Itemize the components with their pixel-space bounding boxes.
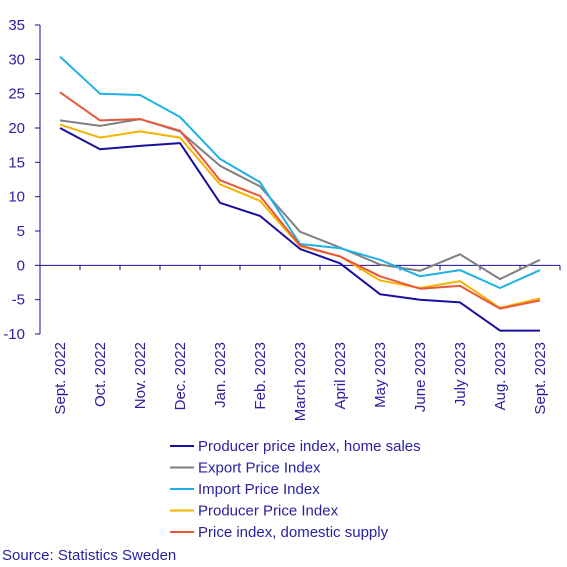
- series-line-2: [59, 55, 541, 289]
- series-line-4: [59, 91, 541, 310]
- x-tick-label: Nov. 2022: [132, 342, 149, 409]
- x-tick-label: April 2023: [332, 342, 349, 410]
- series-line-1: [59, 118, 541, 281]
- x-tick-labels: Sept. 2022 Oct. 2022 Nov. 2022 Dec. 2022 Jan…: [52, 342, 549, 421]
- x-tick-label: June 2023: [412, 342, 429, 412]
- x-tick-label: Aug. 2023: [492, 342, 509, 410]
- x-tick-label: Sept. 2022: [52, 342, 69, 415]
- y-tick-label: -10: [3, 326, 25, 343]
- series-line-0: [59, 127, 540, 332]
- source-note: Source: Statistics Sweden: [2, 547, 176, 564]
- y-tick-label: 5: [17, 223, 25, 240]
- y-tick-label: 20: [8, 120, 25, 137]
- x-tick-label: Oct. 2022: [92, 342, 109, 407]
- x-tick-label: May 2023: [372, 342, 389, 408]
- y-tick-label: 35: [8, 17, 25, 34]
- x-tick-label: Feb. 2023: [252, 342, 269, 410]
- legend-label: Export Price Index: [198, 460, 321, 477]
- y-tick-label: -5: [12, 292, 25, 309]
- x-tick-label: Sept. 2023: [532, 342, 549, 415]
- legend-label: Price index, domestic supply: [198, 524, 389, 541]
- y-tick-label: 15: [8, 154, 25, 171]
- y-tick-label: 30: [8, 51, 25, 68]
- x-tick-label: Dec. 2022: [172, 342, 189, 410]
- legend-label: Import Price Index: [198, 481, 320, 498]
- series-line-3: [59, 123, 541, 309]
- y-tick-label: 10: [8, 189, 25, 206]
- x-tick-label: Jan. 2023: [212, 342, 229, 408]
- legend-label: Producer price index, home sales: [198, 438, 421, 455]
- x-tick-label: July 2023: [452, 342, 469, 406]
- y-tick-label: 0: [17, 257, 25, 274]
- axes: [35, 24, 561, 335]
- series-lines: [59, 55, 541, 332]
- x-tick-label: March 2023: [292, 342, 309, 421]
- y-tick-label: 25: [8, 86, 25, 103]
- legend-label: Producer Price Index: [198, 503, 339, 520]
- y-tick-labels: -10 -5 0 5 10 15 20 25 30 35: [3, 17, 25, 343]
- legend: Producer price index, home sales Export P…: [170, 438, 421, 541]
